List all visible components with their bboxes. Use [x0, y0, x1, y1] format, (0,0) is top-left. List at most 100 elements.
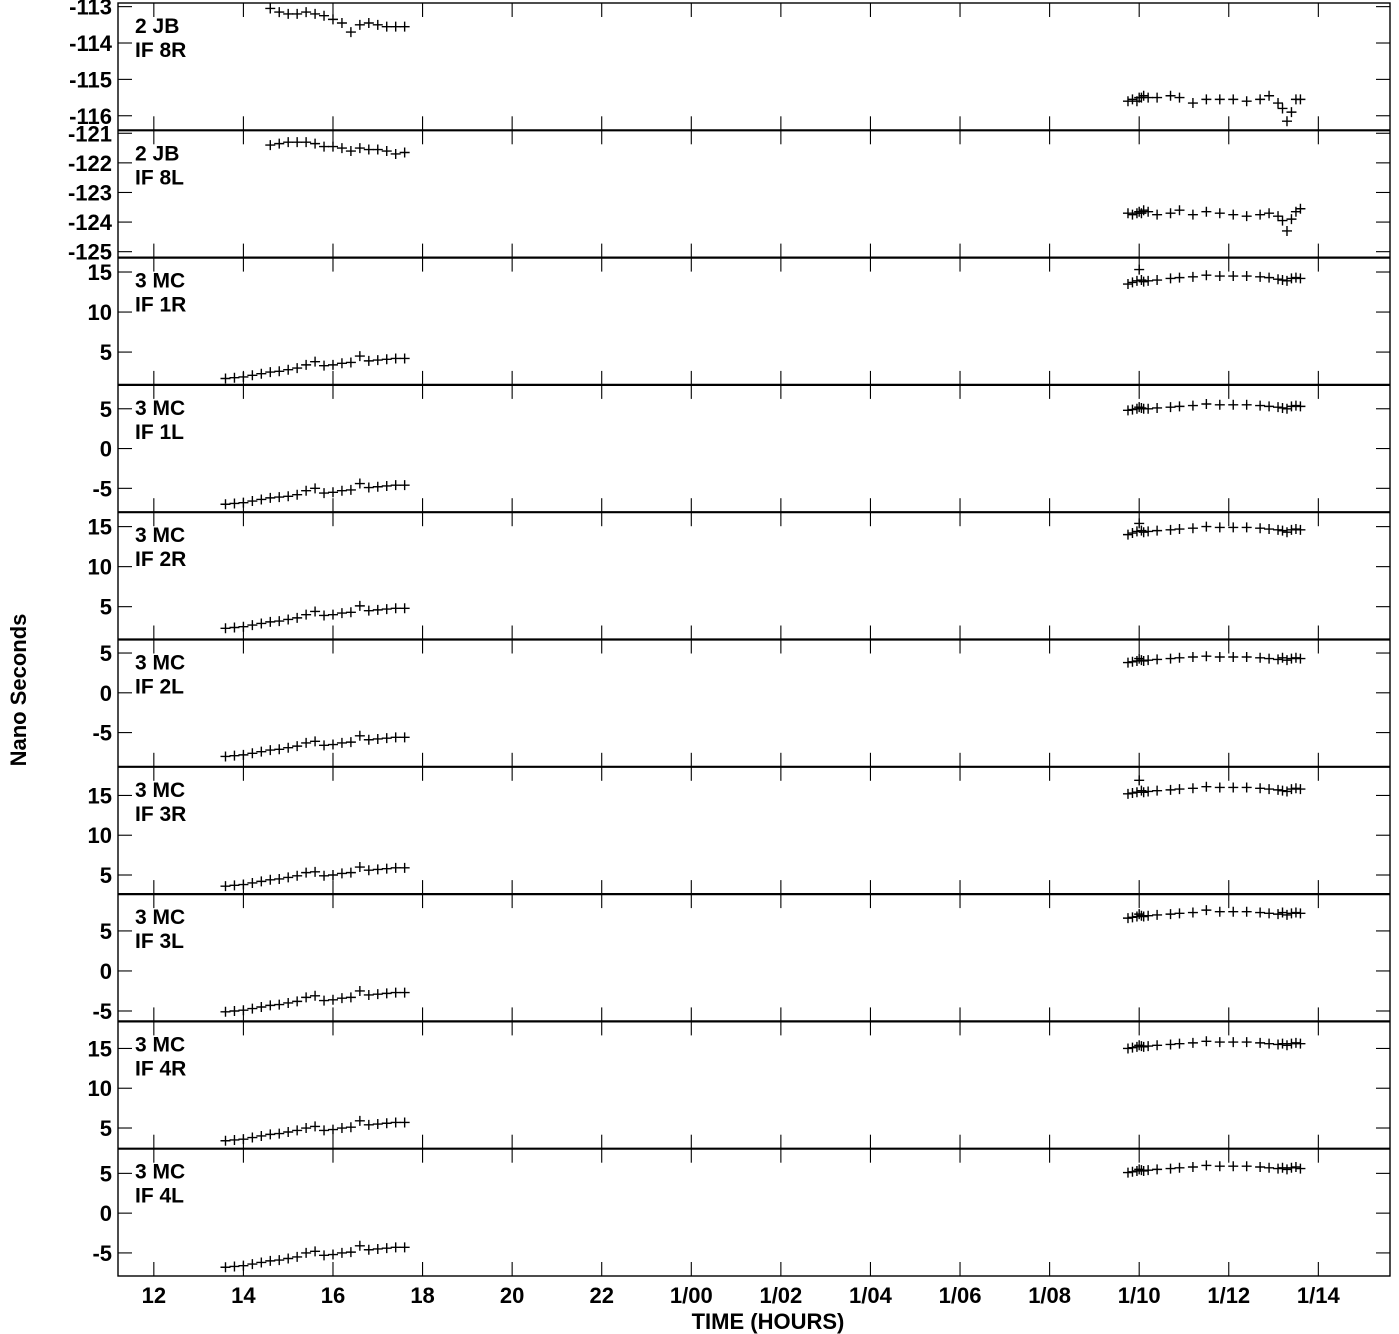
data-point	[1174, 784, 1185, 795]
data-point	[1290, 1037, 1301, 1048]
x-tick-label: 18	[410, 1283, 434, 1308]
data-point	[1174, 1038, 1185, 1049]
data-point	[292, 363, 303, 374]
data-point	[238, 497, 249, 508]
data-point	[399, 480, 410, 491]
data-point	[1277, 907, 1288, 918]
data-point	[1255, 271, 1266, 282]
data-point	[399, 732, 410, 743]
data-point	[1174, 401, 1185, 412]
data-point	[1201, 1036, 1212, 1047]
data-point	[274, 1128, 285, 1139]
panel-label: IF 2R	[135, 548, 186, 571]
data-point	[229, 750, 240, 761]
y-tick-label: 15	[88, 515, 112, 540]
data-point	[1122, 657, 1133, 668]
data-point	[336, 18, 347, 29]
data-point	[1174, 652, 1185, 663]
data-point	[1134, 909, 1145, 920]
data-point	[1152, 92, 1163, 103]
data-point	[327, 487, 338, 498]
data-point	[229, 1005, 240, 1016]
data-point	[1214, 906, 1225, 917]
x-tick-label: 16	[321, 1283, 345, 1308]
data-point	[327, 359, 338, 370]
data-point	[1138, 1165, 1149, 1176]
data-point	[381, 1243, 392, 1254]
data-point	[292, 870, 303, 881]
data-point	[390, 148, 401, 159]
data-point	[372, 355, 383, 366]
data-point	[238, 371, 249, 382]
data-point	[399, 862, 410, 873]
data-point	[229, 1134, 240, 1145]
data-point	[274, 999, 285, 1010]
data-point	[1136, 275, 1147, 286]
data-point	[1295, 1038, 1306, 1049]
data-point	[1122, 913, 1133, 924]
data-point	[1174, 908, 1185, 919]
data-point	[1165, 1039, 1176, 1050]
y-tick-label: 10	[88, 300, 112, 325]
data-point	[1281, 909, 1292, 920]
data-point	[1201, 1160, 1212, 1171]
panel-label: IF 3L	[135, 930, 184, 953]
data-point	[363, 144, 374, 155]
data-point	[1187, 907, 1198, 918]
data-point	[372, 864, 383, 875]
data-point	[1214, 94, 1225, 105]
data-point	[1187, 1162, 1198, 1172]
data-point	[1286, 273, 1297, 284]
data-point	[1228, 652, 1239, 663]
data-point	[327, 870, 338, 881]
x-tick-label: 1/00	[670, 1283, 713, 1308]
data-point	[274, 744, 285, 755]
data-point	[247, 1132, 258, 1143]
data-point	[1127, 788, 1138, 799]
data-point	[283, 1253, 294, 1264]
data-point	[336, 993, 347, 1004]
data-point	[310, 990, 321, 1001]
data-point	[229, 622, 240, 633]
data-point	[1255, 783, 1266, 794]
data-point	[1281, 1040, 1292, 1051]
data-point	[372, 19, 383, 30]
panel-label: IF 4L	[135, 1185, 184, 1208]
data-point	[256, 1257, 267, 1268]
data-point	[1281, 116, 1292, 127]
data-point	[1214, 271, 1225, 282]
data-point	[1255, 1037, 1266, 1048]
data-point	[1143, 206, 1154, 217]
data-point	[1273, 524, 1284, 535]
data-point	[1127, 404, 1138, 415]
data-point	[1201, 270, 1212, 281]
data-point	[354, 1240, 365, 1251]
data-point	[363, 989, 374, 1000]
data-point	[381, 1118, 392, 1129]
data-point	[354, 600, 365, 611]
data-point	[381, 988, 392, 999]
data-point	[1187, 783, 1198, 794]
data-point	[345, 484, 356, 495]
data-point	[301, 1123, 312, 1134]
data-point	[1290, 400, 1301, 411]
data-point	[310, 866, 321, 877]
data-point	[247, 496, 258, 507]
data-point	[319, 610, 330, 621]
data-point	[363, 734, 374, 745]
data-point	[1273, 1163, 1284, 1174]
data-point	[247, 1259, 258, 1270]
data-point	[336, 868, 347, 879]
data-point	[1201, 781, 1212, 792]
data-point	[354, 143, 365, 154]
y-tick-label: -125	[68, 240, 112, 265]
y-tick-label: 5	[100, 340, 112, 365]
data-point	[1286, 1162, 1297, 1173]
data-point	[229, 880, 240, 891]
data-point	[283, 997, 294, 1008]
data-point	[1273, 784, 1284, 795]
data-point	[354, 19, 365, 30]
data-point	[1143, 275, 1154, 286]
data-point	[1143, 910, 1154, 921]
data-point	[310, 1246, 321, 1257]
